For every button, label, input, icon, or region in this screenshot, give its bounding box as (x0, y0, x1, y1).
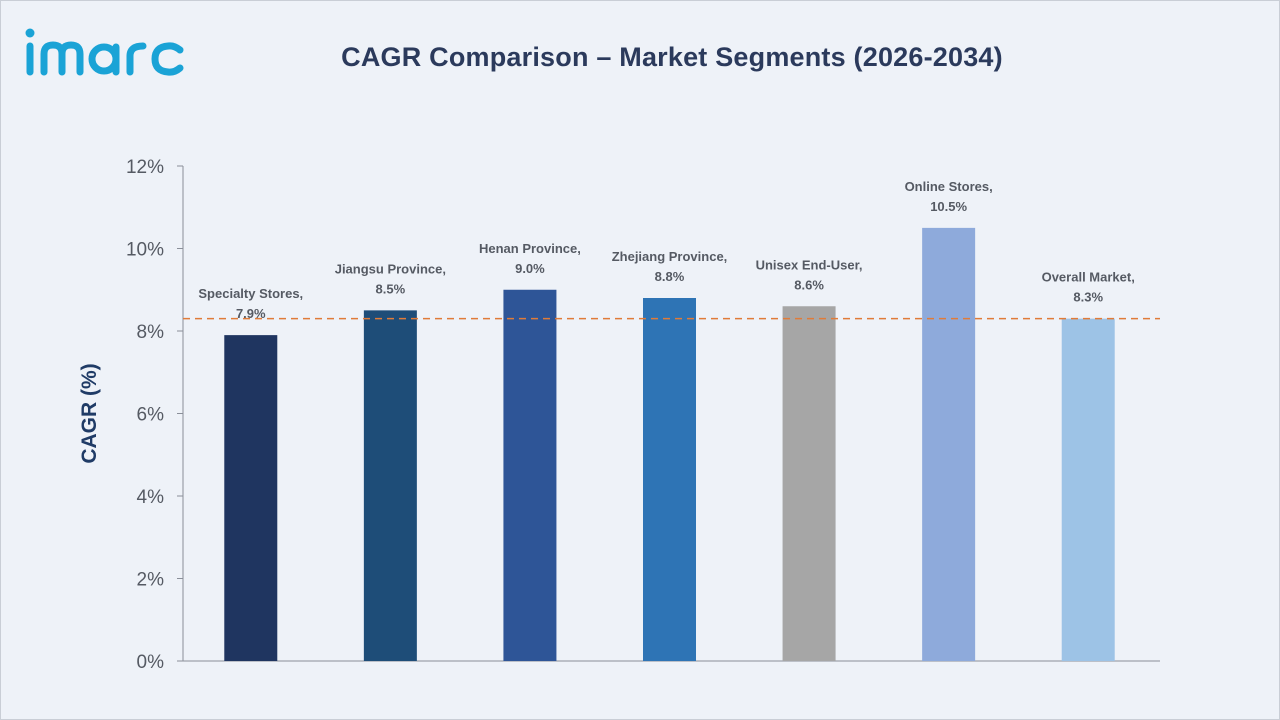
y-axis: 0% 2% 4% 6% 8% 10% 12% (126, 157, 1160, 673)
bar (1061, 318, 1115, 661)
data-label-value: 9.0% (515, 261, 545, 276)
y-tick-label: 8% (137, 322, 165, 343)
data-label-value: 8.3% (1073, 290, 1103, 305)
data-label-value: 8.5% (376, 281, 406, 296)
data-label-category: Jiangsu Province, (335, 261, 446, 276)
data-label-category: Specialty Stores, (198, 286, 303, 301)
y-tick-label: 12% (126, 157, 164, 178)
data-label-category: Online Stores, (905, 179, 993, 194)
bar (224, 335, 278, 661)
data-label-category: Overall Market, (1042, 270, 1135, 285)
data-label-value: 8.6% (794, 277, 824, 292)
bar (643, 298, 696, 661)
data-label-category: Zhejiang Province, (612, 249, 728, 264)
bar (503, 289, 557, 661)
y-tick-label: 0% (137, 652, 165, 673)
data-label-category: Unisex End-User, (756, 257, 863, 272)
y-tick-label: 4% (137, 487, 165, 508)
bar (922, 227, 976, 661)
y-tick-label: 6% (137, 405, 165, 426)
data-labels: Specialty Stores, 7.9% Jiangsu Province, 8.… (198, 179, 1134, 321)
bar (363, 310, 417, 661)
y-tick-label: 10% (126, 240, 164, 261)
data-label-value: 7.9% (236, 306, 266, 321)
data-label-category: Henan Province, (479, 241, 581, 256)
chart-title: CAGR Comparison – Market Segments (2026-… (341, 42, 1003, 72)
data-label-value: 8.8% (655, 269, 685, 284)
bar (782, 306, 836, 661)
y-tick-label: 2% (137, 570, 165, 591)
y-axis-title: CAGR (%) (78, 363, 101, 463)
data-label-value: 10.5% (930, 199, 967, 214)
bars (224, 227, 1115, 661)
imarc-logo (25, 28, 184, 76)
